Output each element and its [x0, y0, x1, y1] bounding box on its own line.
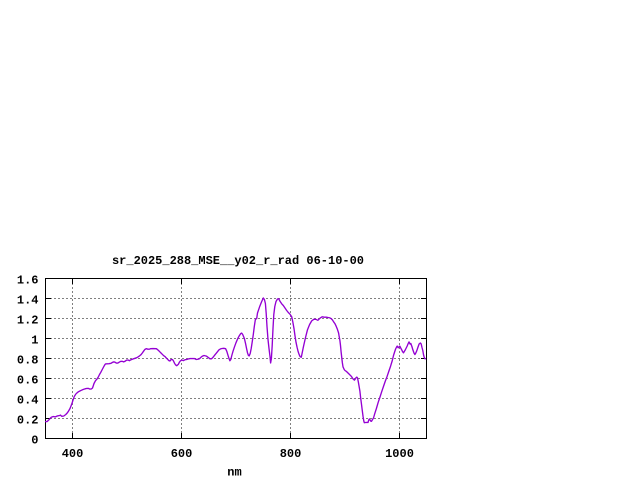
- svg-text:0: 0: [31, 434, 38, 448]
- svg-text:1: 1: [31, 334, 38, 348]
- svg-text:0.8: 0.8: [17, 354, 39, 368]
- svg-text:0.2: 0.2: [17, 414, 39, 428]
- svg-text:0.4: 0.4: [17, 394, 39, 408]
- svg-text:800: 800: [280, 447, 302, 461]
- svg-text:1.4: 1.4: [17, 294, 39, 308]
- svg-text:1.2: 1.2: [17, 314, 39, 328]
- svg-text:0.6: 0.6: [17, 374, 39, 388]
- svg-text:sr_2025_288_MSE__y02_r_rad 06-: sr_2025_288_MSE__y02_r_rad 06-10-00: [112, 254, 364, 268]
- svg-text:nm: nm: [227, 466, 241, 480]
- svg-text:600: 600: [171, 447, 193, 461]
- svg-text:1000: 1000: [385, 447, 414, 461]
- svg-text:1.6: 1.6: [17, 274, 39, 288]
- svg-text:400: 400: [62, 447, 84, 461]
